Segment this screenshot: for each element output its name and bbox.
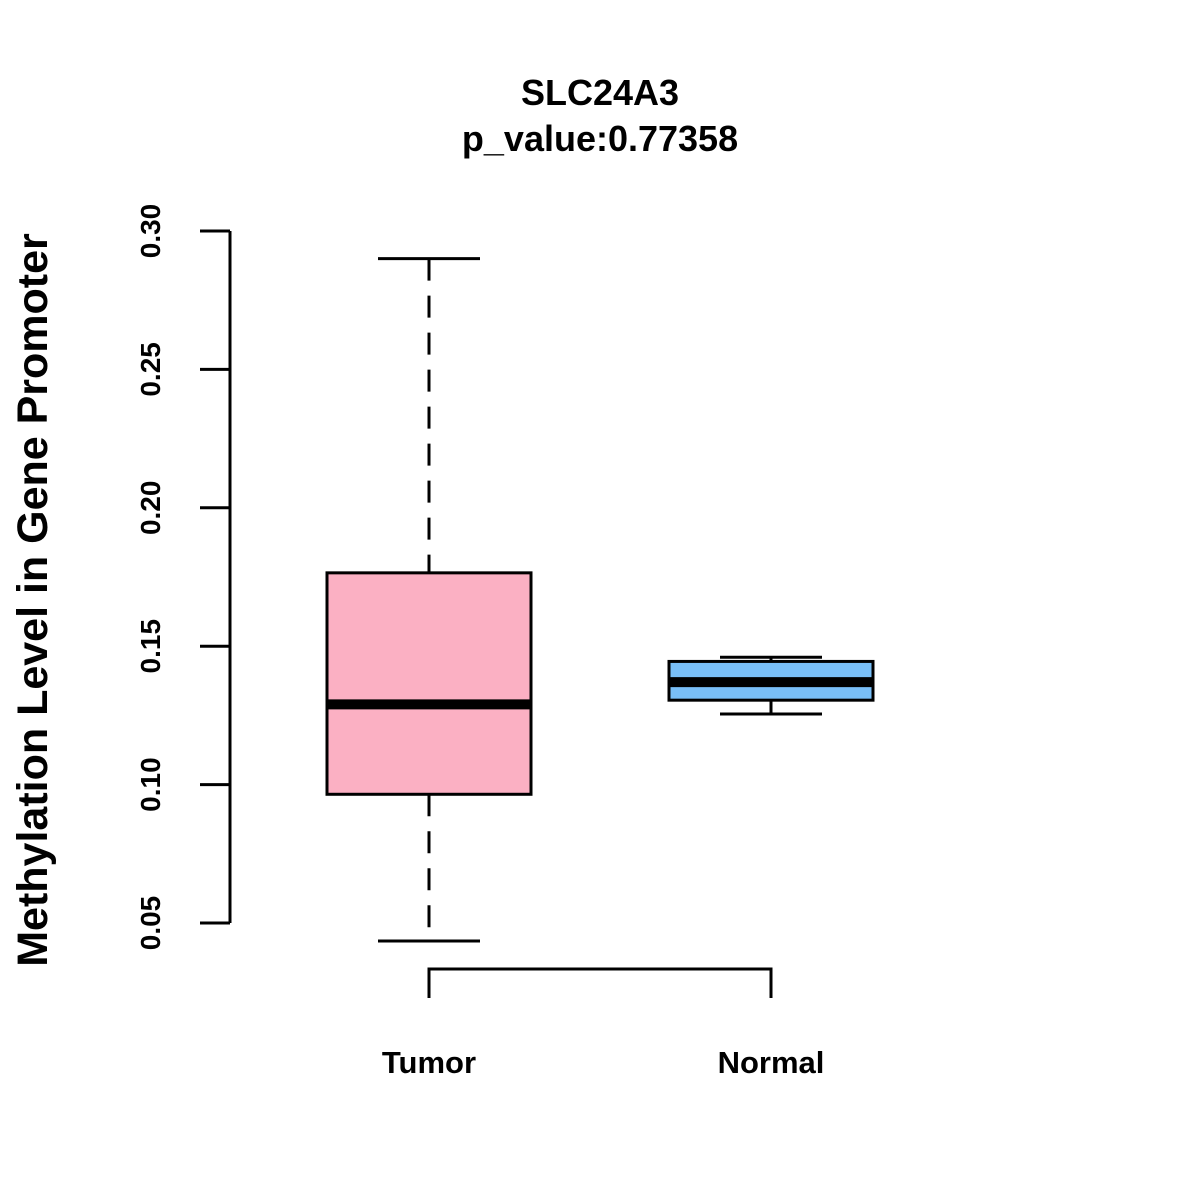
y-axis-label: Methylation Level in Gene Promoter	[9, 233, 57, 967]
box-tumor	[325, 257, 533, 943]
iqr-box	[325, 571, 533, 796]
y-tick-label: 0.25	[135, 342, 166, 397]
x-axis-labels: Tumor Normal	[382, 1045, 824, 1080]
y-tick-label: 0.10	[135, 757, 166, 812]
x-label-normal: Normal	[718, 1045, 825, 1080]
x-label-tumor: Tumor	[382, 1045, 476, 1080]
y-axis: 0.05 0.10 0.15 0.20 0.25 0.30	[135, 204, 232, 951]
y-tick-label: 0.20	[135, 481, 166, 536]
y-tick-label: 0.15	[135, 619, 166, 674]
boxes	[325, 257, 875, 943]
bracket-line	[427, 967, 773, 998]
chart-subtitle: p_value:0.77358	[462, 118, 738, 159]
box-normal	[667, 655, 875, 716]
y-tick-label: 0.05	[135, 896, 166, 951]
chart-title: SLC24A3	[521, 72, 679, 113]
group-bracket	[427, 967, 773, 998]
y-tick-label: 0.30	[135, 204, 166, 259]
